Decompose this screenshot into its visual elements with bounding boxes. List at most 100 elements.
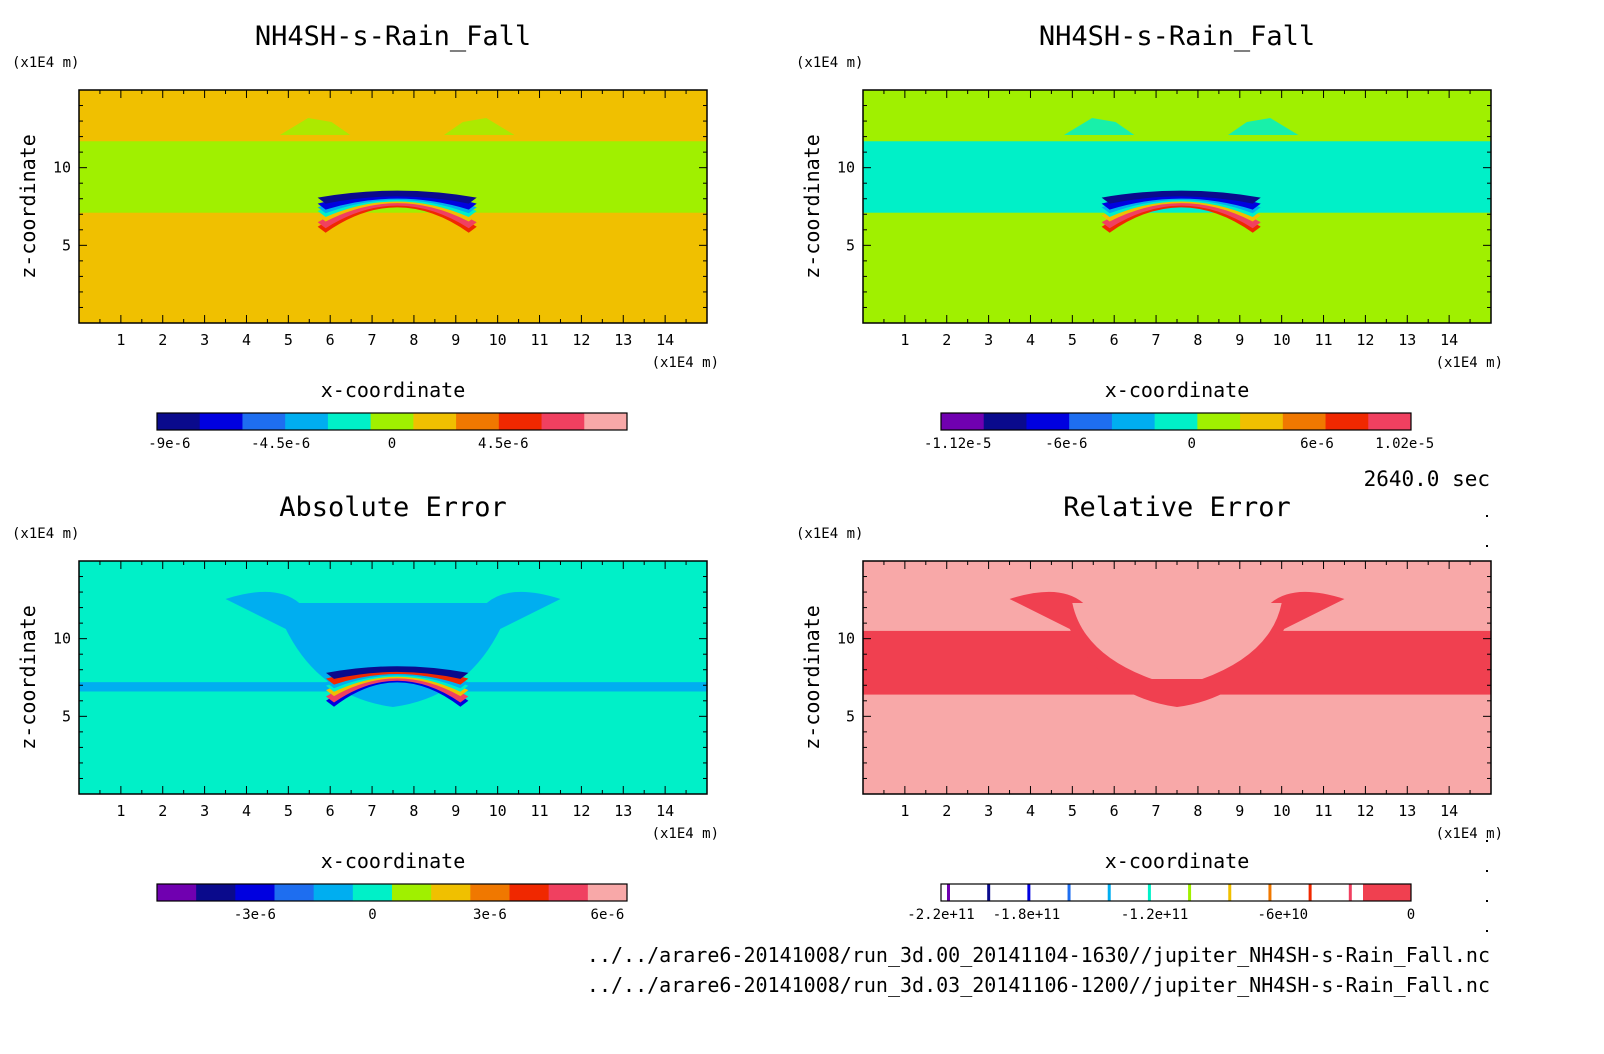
margin-dot — [1486, 900, 1488, 902]
x-tick-label: 1 — [900, 802, 909, 820]
colorbar-swatch — [431, 884, 471, 901]
x-tick-label: 14 — [1440, 802, 1458, 820]
colorbar-tick-label: 4.5e-6 — [478, 436, 529, 452]
colorbar-swatch — [285, 413, 329, 430]
x-tick-label: 5 — [1068, 802, 1077, 820]
colorbar-swatch — [941, 413, 985, 430]
colorbar: -2.2e+11 -1.8e+11 -1.2e+11 -6e+10 0 — [907, 883, 1415, 923]
colorbar-tick-label: -6e-6 — [1045, 436, 1087, 452]
y-tick-label: 10 — [837, 159, 855, 177]
margin-dot — [1486, 930, 1488, 932]
x-tick-label: 5 — [1068, 331, 1077, 349]
colorbar-swatch — [1282, 413, 1327, 430]
chart-panel-2: NH4SH-s-Rain_Fall(x1E4 m)1 2 3 4 5 6 7 8 9 10 11 12… — [796, 21, 1503, 452]
footer-path: ../../arare6-20141008/run_3d.03_20141106… — [587, 973, 1490, 997]
x-tick-label: 7 — [368, 802, 377, 820]
colorbar-tick-label: -4.5e-6 — [251, 436, 310, 452]
colorbar-line — [1308, 884, 1312, 901]
y-tick-label: 5 — [846, 707, 855, 725]
colorbar-line — [1107, 884, 1111, 901]
colorbar-swatch — [1368, 413, 1412, 430]
colorbar-tick-label: 0 — [368, 907, 376, 923]
colorbar-swatch — [1026, 413, 1070, 430]
margin-dot — [1486, 545, 1488, 547]
colorbar-tick-label: 3e-6 — [473, 907, 507, 923]
colorbar-swatch — [498, 413, 543, 430]
x-tick-label: 12 — [1356, 802, 1374, 820]
x-tick-label: 9 — [1235, 802, 1244, 820]
margin-dot — [1486, 870, 1488, 872]
heatmap-hole — [1072, 602, 1282, 680]
x-tick-label: 8 — [409, 331, 418, 349]
x-axis-label: x-coordinate — [1105, 849, 1250, 873]
colorbar-swatch — [1197, 413, 1241, 430]
y-unit-label: (x1E4 m) — [796, 526, 863, 542]
x-tick-label: 4 — [242, 802, 251, 820]
x-axis-label: x-coordinate — [321, 378, 466, 402]
colorbar-swatch — [470, 884, 510, 901]
x-tick-label: 1 — [900, 331, 909, 349]
colorbar-line — [1067, 884, 1071, 901]
x-unit-label: (x1E4 m) — [1436, 826, 1503, 842]
colorbar-swatch — [584, 413, 628, 430]
x-tick-label: 11 — [531, 331, 549, 349]
chart-panel-3: Absolute Error(x1E4 m)1 2 3 4 5 6 7 8 9 10 11 12 13 1… — [12, 492, 719, 923]
x-tick-label: 13 — [614, 802, 632, 820]
colorbar-line — [1147, 884, 1151, 901]
time-label: 2640.0 sec — [1364, 467, 1490, 491]
colorbar-swatch — [157, 884, 197, 901]
x-unit-label: (x1E4 m) — [652, 355, 719, 371]
y-tick-label: 10 — [837, 630, 855, 648]
x-tick-label: 1 — [116, 802, 125, 820]
y-unit-label: (x1E4 m) — [796, 55, 863, 71]
x-tick-label: 5 — [284, 802, 293, 820]
heatmap-dome-layer — [1101, 190, 1261, 204]
heatmap-band — [79, 682, 707, 692]
colorbar-frame — [940, 883, 1412, 902]
colorbar-swatch — [157, 413, 201, 430]
heatmap-dome-layer — [317, 190, 477, 204]
colorbar-swatch — [587, 884, 628, 901]
colorbar-swatch — [313, 884, 354, 901]
y-tick-label: 5 — [62, 236, 71, 254]
x-tick-label: 3 — [984, 331, 993, 349]
y-axis-label: z-coordinate — [800, 605, 824, 750]
colorbar-swatch — [541, 413, 585, 430]
footer-path: ../../arare6-20141008/run_3d.00_20141104… — [587, 943, 1490, 967]
x-tick-label: 6 — [326, 331, 335, 349]
colorbar: -1.12e-5 -6e-6 0 6e-6 1.02e-5 — [924, 412, 1434, 452]
x-tick-label: 13 — [1398, 331, 1416, 349]
x-tick-label: 11 — [1315, 331, 1333, 349]
colorbar-swatch — [1069, 413, 1113, 430]
x-tick-label: 10 — [489, 802, 507, 820]
colorbar-end-swatch — [1363, 884, 1411, 901]
colorbar-swatch — [548, 884, 589, 901]
colorbar-tick-label: -1.8e+11 — [993, 907, 1060, 923]
panel-title: Relative Error — [1063, 492, 1291, 523]
x-tick-label: 5 — [284, 331, 293, 349]
colorbar: -9e-6 -4.5e-6 0 4.5e-6 — [148, 412, 628, 452]
colorbar-swatch — [370, 413, 414, 430]
colorbar-bg — [941, 884, 1411, 901]
x-tick-label: 4 — [242, 331, 251, 349]
colorbar-tick-label: -9e-6 — [148, 436, 190, 452]
colorbar-tick-label: -6e+10 — [1258, 907, 1309, 923]
colorbar-line — [1268, 884, 1272, 901]
colorbar-swatch — [352, 884, 393, 901]
x-tick-label: 12 — [572, 331, 590, 349]
colorbar-tick-label: 6e-6 — [591, 907, 625, 923]
y-axis-label: z-coordinate — [800, 134, 824, 279]
colorbar-swatch — [456, 413, 500, 430]
colorbar-swatch — [274, 884, 315, 901]
x-tick-label: 8 — [409, 802, 418, 820]
x-tick-label: 2 — [158, 331, 167, 349]
colorbar-line — [987, 884, 991, 901]
x-tick-label: 13 — [1398, 802, 1416, 820]
heatmap-cloud — [225, 591, 561, 708]
x-tick-label: 2 — [942, 802, 951, 820]
x-tick-label: 8 — [1193, 331, 1202, 349]
colorbar-line — [1348, 884, 1352, 901]
y-axis-label: z-coordinate — [16, 605, 40, 750]
x-tick-label: 7 — [1152, 331, 1161, 349]
